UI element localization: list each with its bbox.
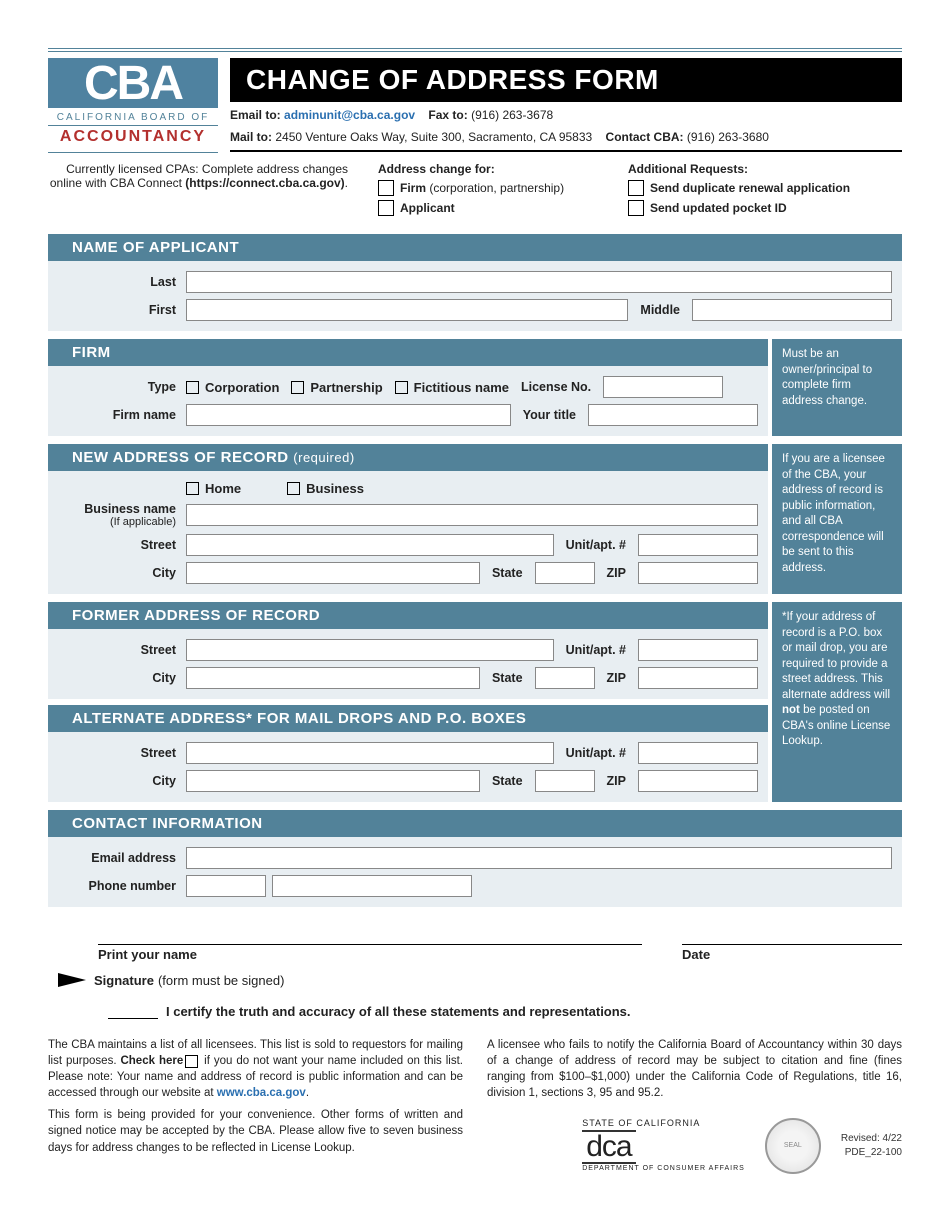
label-license: License No. [515, 380, 597, 394]
checkbox-optout[interactable] [185, 1055, 198, 1068]
dca-logo: STATE OF CALIFORNIA dca DEPARTMENT OF CO… [582, 1117, 745, 1173]
section-alt-head: ALTERNATE ADDRESS* FOR MAIL DROPS AND P.… [48, 705, 768, 732]
checkbox-duplicate[interactable] [628, 180, 644, 196]
logo-line1: CALIFORNIA BOARD OF [48, 108, 218, 126]
input-initial[interactable] [108, 1005, 158, 1019]
checkbox-applicant[interactable] [378, 200, 394, 216]
checkbox-corp[interactable] [186, 381, 199, 394]
label-bname: Business name(If applicable) [58, 502, 180, 528]
logo: CBA CALIFORNIA BOARD OF ACCOUNTANCY [48, 58, 218, 153]
input-print-name[interactable] [98, 927, 642, 945]
section-contact-head: CONTACT INFORMATION [48, 810, 902, 837]
checkbox-fictitious[interactable] [395, 381, 408, 394]
change-for-head: Address change for: [378, 162, 608, 176]
input-alt-unit[interactable] [638, 742, 758, 764]
label-new-state: State [486, 566, 529, 580]
label-signature: Signature [94, 973, 154, 988]
label-print-name: Print your name [98, 945, 642, 962]
label-last: Last [58, 275, 180, 289]
label-alt-unit: Unit/apt. # [560, 746, 632, 760]
label-alt-city: City [58, 774, 180, 788]
state-seal-icon: SEAL [765, 1118, 821, 1174]
label-phone: Phone number [58, 879, 180, 893]
label-first: First [58, 303, 180, 317]
label-type: Type [58, 380, 180, 394]
input-former-state[interactable] [535, 667, 595, 689]
input-middle[interactable] [692, 299, 892, 321]
label-firm-name: Firm name [58, 408, 180, 422]
page-title: CHANGE OF ADDRESS FORM [230, 58, 902, 102]
logo-line2: ACCOUNTANCY [48, 126, 218, 153]
input-new-unit[interactable] [638, 534, 758, 556]
alt-side-note: *If your address of record is a P.O. box… [772, 602, 902, 802]
input-phone-1[interactable] [186, 875, 266, 897]
input-license[interactable] [603, 376, 723, 398]
email-link[interactable]: adminunit@cba.ca.gov [284, 108, 415, 122]
input-phone-2[interactable] [272, 875, 472, 897]
logo-abbr: CBA [48, 58, 218, 108]
label-new-street: Street [58, 538, 180, 552]
input-alt-zip[interactable] [638, 770, 758, 792]
cert-text: I certify the truth and accuracy of all … [166, 1004, 631, 1019]
revision-info: Revised: 4/22 PDE_22-100 [841, 1132, 902, 1160]
section-name-head: NAME OF APPLICANT [48, 234, 902, 261]
cpa-note: Currently licensed CPAs: Complete addres… [48, 162, 358, 220]
label-former-state: State [486, 671, 529, 685]
section-former-head: FORMER ADDRESS OF RECORD [48, 602, 768, 629]
input-first[interactable] [186, 299, 628, 321]
label-new-unit: Unit/apt. # [560, 538, 632, 552]
website-link[interactable]: www.cba.ca.gov [217, 1087, 306, 1099]
input-last[interactable] [186, 271, 892, 293]
firm-side-note: Must be an owner/principal to complete f… [772, 339, 902, 436]
label-date: Date [682, 945, 902, 962]
input-firm-name[interactable] [186, 404, 511, 426]
input-new-zip[interactable] [638, 562, 758, 584]
input-alt-city[interactable] [186, 770, 480, 792]
input-new-city[interactable] [186, 562, 480, 584]
input-former-unit[interactable] [638, 639, 758, 661]
checkbox-business[interactable] [287, 482, 300, 495]
input-new-street[interactable] [186, 534, 554, 556]
new-side-note: If you are a licensee of the CBA, your a… [772, 444, 902, 594]
input-former-city[interactable] [186, 667, 480, 689]
checkbox-pocket-id[interactable] [628, 200, 644, 216]
input-your-title[interactable] [588, 404, 758, 426]
arrow-icon [58, 973, 86, 987]
label-former-unit: Unit/apt. # [560, 643, 632, 657]
checkbox-firm[interactable] [378, 180, 394, 196]
contact-line-2: Mail to: 2450 Venture Oaks Way, Suite 30… [230, 124, 902, 146]
input-former-zip[interactable] [638, 667, 758, 689]
label-your-title: Your title [517, 408, 582, 422]
label-alt-state: State [486, 774, 529, 788]
label-former-city: City [58, 671, 180, 685]
label-new-city: City [58, 566, 180, 580]
input-date[interactable] [682, 927, 902, 945]
input-alt-street[interactable] [186, 742, 554, 764]
contact-line-1: Email to: adminunit@cba.ca.gov Fax to: (… [230, 102, 902, 124]
label-former-street: Street [58, 643, 180, 657]
input-bname[interactable] [186, 504, 758, 526]
label-alt-street: Street [58, 746, 180, 760]
foot-col-right: A licensee who fails to notify the Calif… [487, 1037, 902, 1174]
input-alt-state[interactable] [535, 770, 595, 792]
checkbox-home[interactable] [186, 482, 199, 495]
input-former-street[interactable] [186, 639, 554, 661]
label-email: Email address [58, 851, 180, 865]
label-alt-zip: ZIP [601, 774, 632, 788]
input-email[interactable] [186, 847, 892, 869]
label-former-zip: ZIP [601, 671, 632, 685]
label-middle: Middle [634, 303, 686, 317]
requests-head: Additional Requests: [628, 162, 902, 176]
foot-col-left: The CBA maintains a list of all licensee… [48, 1037, 463, 1174]
section-new-head: NEW ADDRESS OF RECORD (required) [48, 444, 768, 471]
input-new-state[interactable] [535, 562, 595, 584]
checkbox-partnership[interactable] [291, 381, 304, 394]
section-firm-head: FIRM [48, 339, 768, 366]
label-new-zip: ZIP [601, 566, 632, 580]
